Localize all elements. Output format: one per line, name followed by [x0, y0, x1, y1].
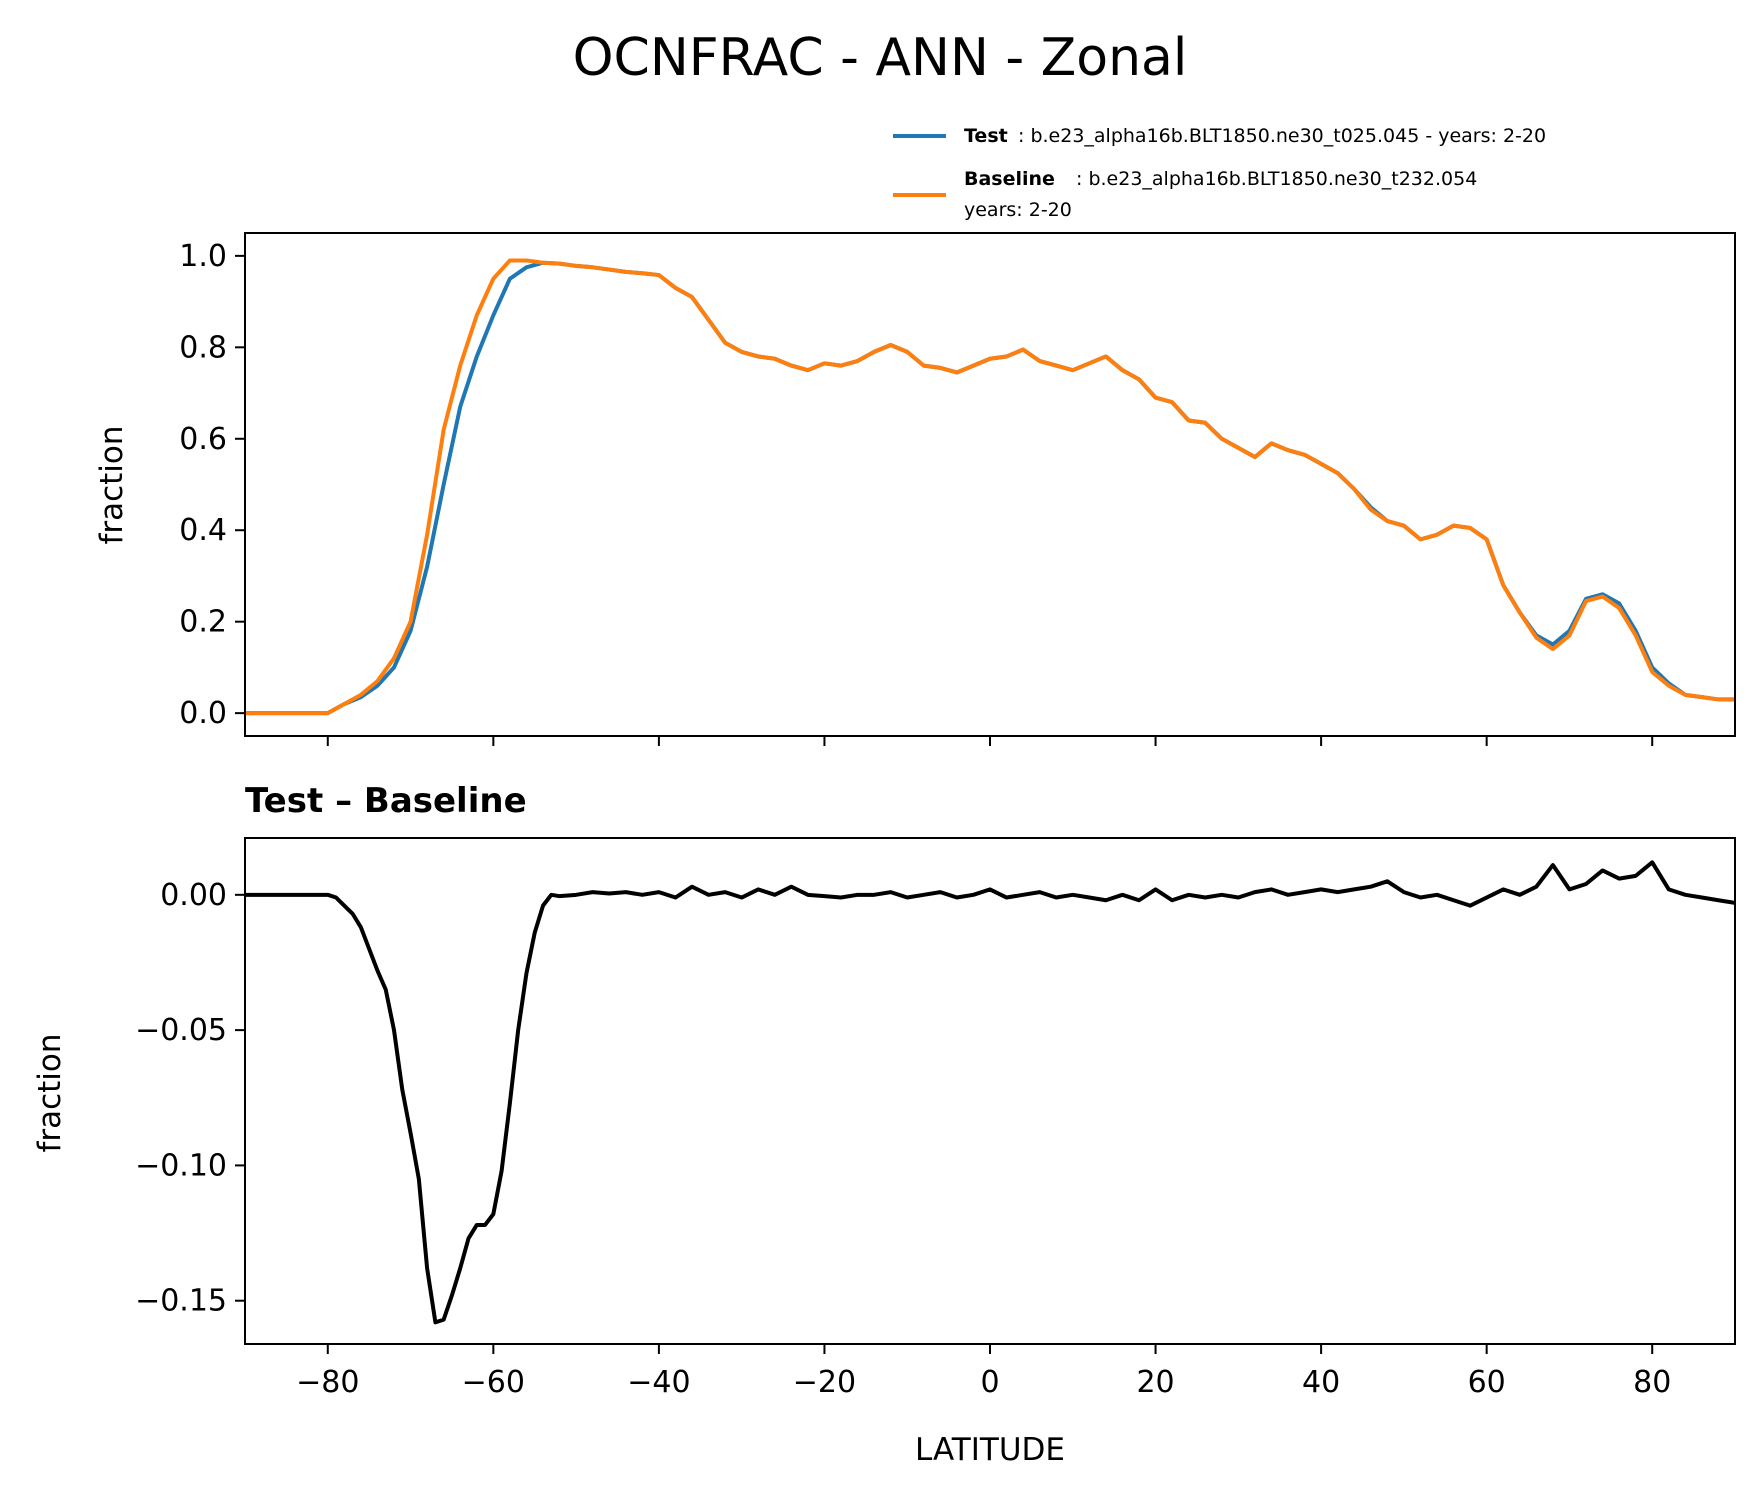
- bottom-axes-frame: [244, 837, 1736, 1345]
- top-ylabel: fraction: [94, 425, 130, 544]
- bottom-ticks: −80 −60 −40 −20 0 20 40 60 80 0.00 −0.05 −0.10 −0.15: [135, 878, 1671, 1400]
- top-ticks: 0.0 0.2 0.4 0.6 0.8 1.0: [179, 239, 1654, 746]
- y-tick-label: 1.0: [179, 239, 227, 274]
- bottom-panel-title: Test – Baseline: [245, 781, 527, 821]
- legend-detail2-baseline: years: 2-20: [964, 199, 1072, 221]
- figure-title: OCNFRAC - ANN - Zonal: [573, 28, 1188, 88]
- legend: Test : b.e23_alpha16b.BLT1850.ne30_t025.…: [893, 125, 1546, 221]
- series-line-baseline: [245, 258, 1735, 716]
- series-line-test: [245, 260, 1735, 716]
- x-tick-label: 80: [1633, 1365, 1671, 1400]
- x-tick-label: 0: [980, 1365, 999, 1400]
- bottom-panel: Test – Baseline −80 −60 −40 −20 0 20 40 60 80 0.0…: [32, 781, 1736, 1468]
- y-tick-label: 0.8: [179, 330, 227, 365]
- y-tick-label: −0.05: [135, 1013, 227, 1048]
- y-tick-label: 0.2: [179, 605, 227, 640]
- y-tick-label: −0.15: [135, 1284, 227, 1319]
- x-tick-label: −80: [296, 1365, 359, 1400]
- x-tick-label: −60: [462, 1365, 525, 1400]
- x-tick-label: 40: [1302, 1365, 1340, 1400]
- top-series: [245, 258, 1735, 716]
- y-tick-label: 0.00: [160, 878, 227, 913]
- bottom-series: [245, 860, 1735, 1325]
- x-tick-label: 60: [1468, 1365, 1506, 1400]
- y-tick-label: 0.0: [179, 696, 227, 731]
- top-axes-frame: [244, 232, 1736, 737]
- y-tick-label: 0.6: [179, 422, 227, 457]
- y-tick-label: −0.10: [135, 1148, 227, 1183]
- legend-name-baseline: Baseline: [964, 168, 1055, 190]
- legend-detail-baseline: : b.e23_alpha16b.BLT1850.ne30_t232.054: [1076, 168, 1477, 190]
- series-line-difference: [245, 860, 1735, 1325]
- legend-name-test: Test: [964, 125, 1008, 147]
- x-tick-label: 20: [1136, 1365, 1174, 1400]
- x-tick-label: −20: [793, 1365, 856, 1400]
- bottom-xlabel: LATITUDE: [915, 1432, 1065, 1468]
- y-tick-label: 0.4: [179, 513, 227, 548]
- top-panel: 0.0 0.2 0.4 0.6 0.8 1.0 fraction: [94, 232, 1736, 746]
- x-tick-label: −40: [627, 1365, 690, 1400]
- legend-detail-test: : b.e23_alpha16b.BLT1850.ne30_t025.045 -…: [1018, 125, 1546, 147]
- bottom-ylabel: fraction: [32, 1033, 68, 1152]
